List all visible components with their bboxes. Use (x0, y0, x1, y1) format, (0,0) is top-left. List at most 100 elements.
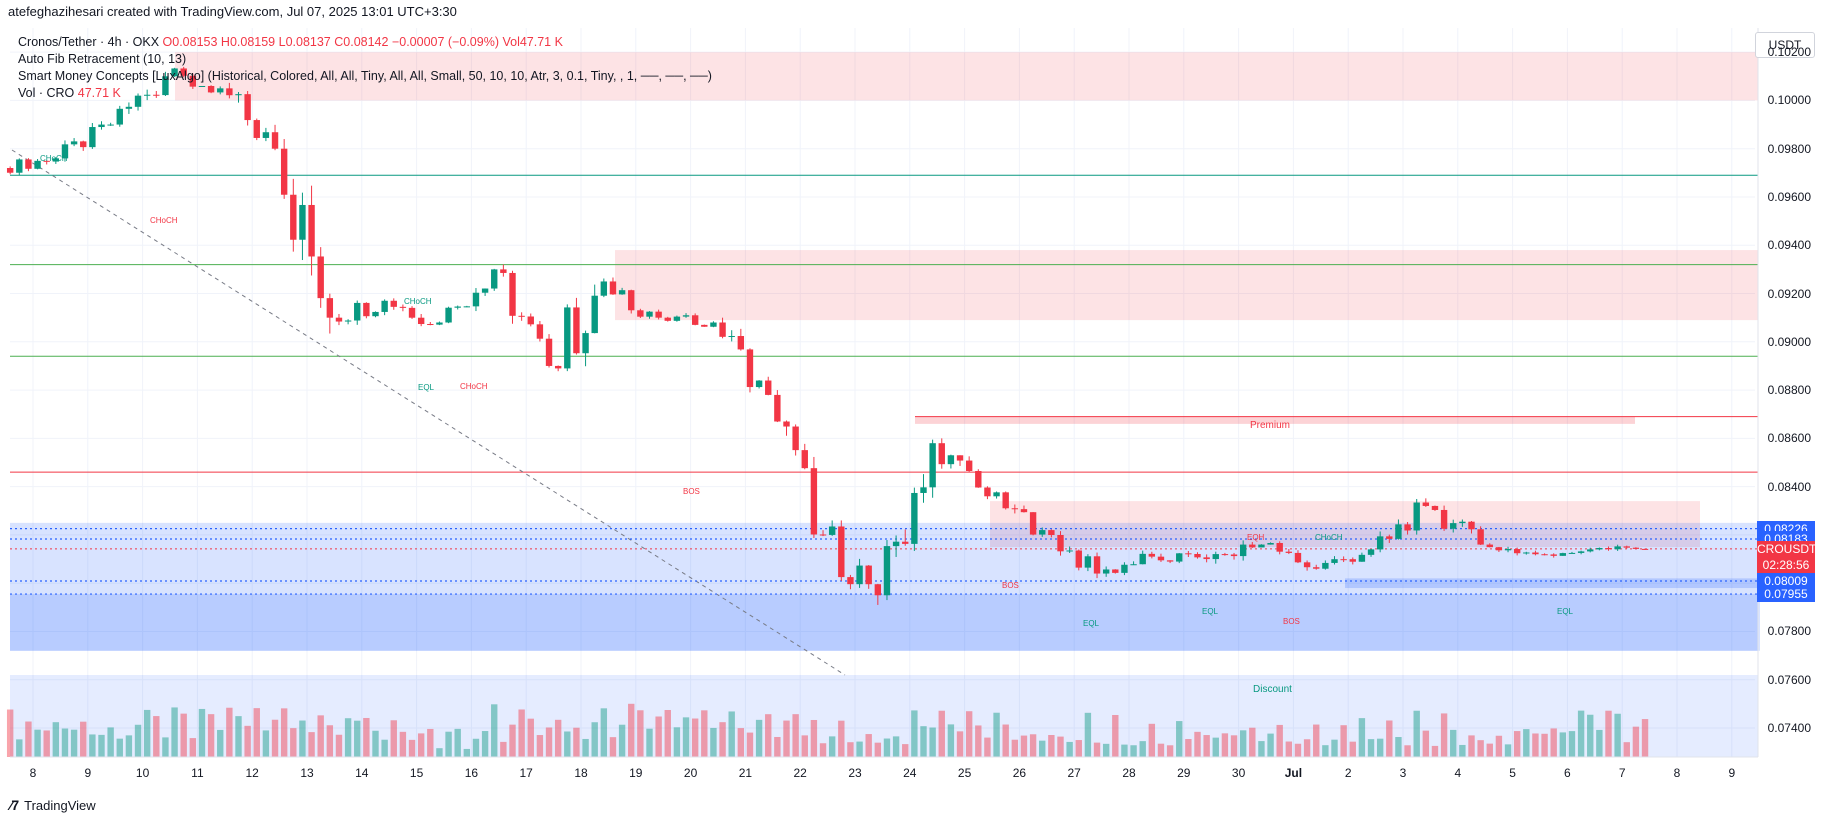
candle-body (1139, 553, 1146, 565)
time-axis-label: 21 (738, 766, 753, 780)
time-axis-label: 24 (903, 766, 917, 780)
candle-body (783, 421, 790, 427)
volume-bar (1641, 719, 1649, 757)
choch-label: CHoCH (150, 216, 178, 225)
candle-body (618, 290, 626, 295)
price-axis-label: 0.09800 (1767, 141, 1811, 156)
candle-body (1176, 553, 1183, 562)
candle-body (335, 317, 343, 322)
volume-bar (344, 718, 352, 757)
currency-selector[interactable]: USDT (1755, 32, 1815, 58)
volume-bar (89, 734, 96, 757)
candle-body (947, 455, 955, 465)
candle-body (1285, 551, 1293, 553)
candle-body (765, 380, 772, 395)
volume-bar (1139, 741, 1146, 757)
candle-body (1532, 552, 1539, 555)
candle-body (1587, 549, 1594, 552)
volume-bar (1577, 710, 1585, 757)
candle-body (1185, 553, 1192, 555)
time-axis-label: 3 (1399, 766, 1407, 780)
volume-bar (34, 729, 41, 757)
bos-label: BOS (1002, 581, 1019, 590)
price-axis-label: 0.08800 (1767, 383, 1811, 398)
volume-bar (755, 719, 763, 757)
candle-body (399, 306, 407, 308)
candle-body (244, 94, 251, 121)
volume-indicator-legend[interactable]: Vol · CRO 47.71 K (18, 86, 121, 100)
time-axis-label: 15 (409, 766, 424, 780)
candle-body (911, 492, 918, 544)
candle-body (965, 460, 973, 471)
candle-body (1486, 544, 1493, 548)
volume-bar (134, 724, 142, 757)
volume-bar (618, 724, 626, 757)
volume-bar (737, 728, 745, 757)
time-axis-label: 10 (135, 766, 150, 780)
candle-body (299, 204, 306, 240)
candle-body (1376, 536, 1384, 550)
volume-bar (271, 719, 279, 757)
candle-body (719, 322, 726, 337)
volume-bar (1130, 745, 1137, 757)
volume-bar (372, 730, 379, 757)
candle-body (1221, 554, 1229, 556)
candle-body (1130, 564, 1137, 566)
volume-bar (1331, 739, 1338, 757)
volume-bar (975, 725, 982, 757)
volume-bar (1550, 728, 1557, 757)
candle-body (1632, 547, 1640, 549)
candle-body (116, 108, 123, 125)
time-axis-label: 4 (1454, 766, 1462, 780)
candle-body (609, 281, 617, 295)
volume-bar (253, 708, 260, 757)
candle-body (354, 302, 361, 321)
volume-bar (52, 722, 60, 757)
candle-body (810, 468, 818, 535)
volume-bar (1532, 733, 1539, 757)
candle-body (70, 141, 78, 145)
candle-body (235, 94, 242, 96)
smc-indicator-legend[interactable]: Smart Money Concepts [LuxAlgo] (Historic… (18, 69, 712, 83)
volume-bar (1230, 735, 1238, 757)
candle-body (856, 565, 863, 585)
candle-body (929, 443, 936, 488)
candle-body (1048, 530, 1055, 535)
fib-indicator-legend[interactable]: Auto Fib Retracement (10, 13) (18, 52, 187, 66)
volume-bar (326, 725, 334, 757)
volume-bar (911, 710, 918, 757)
volume-bar (500, 741, 507, 757)
candle-body (920, 487, 927, 493)
time-axis-label: 25 (957, 766, 972, 780)
candle-body (1404, 524, 1411, 531)
volume-bar (1176, 721, 1183, 757)
volume-bar (1495, 735, 1503, 757)
volume-bar (1459, 744, 1466, 757)
candle-body (280, 148, 288, 195)
volume-indicator-value: 47.71 K (77, 86, 121, 100)
candle-body (89, 127, 96, 148)
candle-body (874, 584, 882, 596)
volume-bar (1431, 745, 1439, 757)
candle-body (865, 565, 872, 585)
candle-body (993, 492, 1000, 497)
price-axis-label: 0.09200 (1767, 286, 1811, 301)
volume-bar (162, 737, 169, 757)
candle-body (1212, 554, 1219, 560)
price-axis-label: 0.08600 (1767, 431, 1811, 446)
volume-bar (1002, 724, 1009, 757)
candle-body (1513, 549, 1521, 554)
volume-bar (947, 724, 955, 757)
time-axis-label: 7 (1618, 766, 1626, 780)
volume-bar (1057, 736, 1064, 757)
tradingview-brand[interactable]: ⁄7 TradingView (10, 797, 96, 813)
price-axis-label: 0.09000 (1767, 334, 1811, 349)
volume-bar (1185, 739, 1192, 757)
volume-bar (746, 732, 754, 757)
volume-bar (217, 729, 224, 757)
candle-body (6, 168, 14, 173)
volume-bar (691, 718, 699, 757)
volume-bar (1413, 710, 1420, 757)
symbol-legend[interactable]: Cronos/Tether · 4h · OKX O0.08153 H0.081… (18, 35, 563, 49)
